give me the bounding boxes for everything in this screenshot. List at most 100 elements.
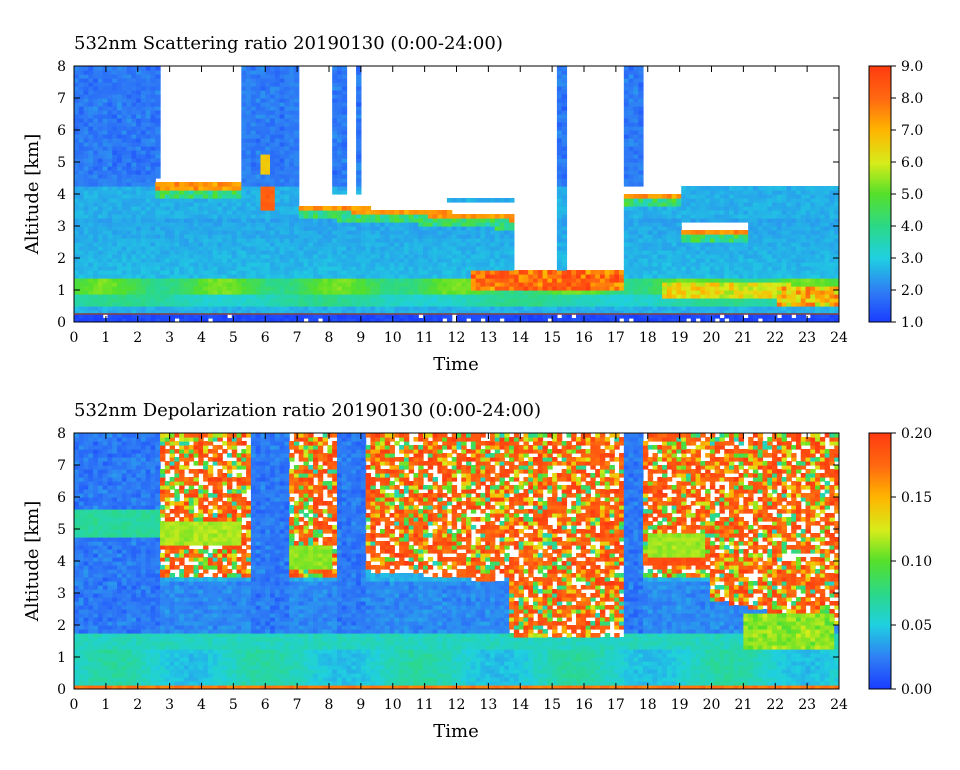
heatmap-cell	[571, 310, 577, 315]
heatmap-cell	[150, 166, 156, 171]
heatmap-cell	[140, 102, 147, 107]
heatmap-cell	[102, 106, 109, 111]
heatmap-cell	[681, 214, 687, 219]
heatmap-cell	[97, 134, 104, 139]
heatmap-cell	[164, 274, 171, 279]
heatmap-cell	[561, 166, 568, 171]
heatmap-cell	[494, 298, 501, 303]
heatmap-cell	[327, 254, 333, 259]
heatmap-cell	[140, 226, 147, 231]
heatmap-cell	[193, 270, 199, 275]
heatmap-cell	[217, 290, 223, 295]
heatmap-cell	[576, 290, 582, 295]
heatmap-cell	[686, 282, 692, 287]
heatmap-cell	[537, 274, 544, 279]
heatmap-cell	[250, 246, 257, 251]
heatmap-cell	[117, 262, 123, 267]
heatmap-cell	[336, 78, 343, 83]
heatmap-cell	[207, 186, 214, 191]
heatmap-cell	[561, 162, 568, 167]
heatmap-cell	[145, 298, 152, 303]
heatmap-cell	[117, 238, 123, 243]
heatmap-cell	[126, 194, 132, 199]
heatmap-cell	[74, 266, 80, 271]
heatmap-cell	[633, 106, 639, 111]
heatmap-cell	[126, 278, 132, 283]
heatmap-cell	[179, 314, 185, 319]
heatmap-cell	[140, 190, 147, 195]
heatmap-cell	[408, 298, 415, 303]
heatmap-cell	[652, 194, 658, 199]
heatmap-cell	[332, 162, 338, 167]
heatmap-cell	[145, 302, 152, 307]
heatmap-cell	[88, 90, 94, 95]
heatmap-cell	[188, 282, 195, 287]
heatmap-cell	[556, 178, 563, 183]
heatmap-cell	[217, 210, 223, 215]
heatmap-cell	[427, 286, 434, 291]
heatmap-cell	[341, 286, 348, 291]
heatmap-cell	[561, 262, 568, 267]
heatmap-cell	[231, 290, 238, 295]
heatmap-cell	[384, 218, 391, 223]
heatmap-cell	[274, 146, 281, 151]
heatmap-cell	[356, 70, 362, 75]
heatmap-cell	[284, 138, 290, 143]
heatmap-cell	[140, 70, 147, 75]
heatmap-cell	[313, 214, 319, 219]
heatmap-cell	[160, 214, 166, 219]
heatmap-cell	[313, 230, 319, 235]
heatmap-cell	[461, 234, 467, 239]
heatmap-cell	[623, 198, 630, 203]
heatmap-cell	[647, 290, 654, 295]
heatmap-cell	[246, 178, 252, 183]
heatmap-cell	[179, 190, 185, 195]
heatmap-cell	[418, 242, 424, 247]
heatmap-cell	[121, 210, 128, 215]
heatmap-cell	[160, 194, 166, 199]
heatmap-cell	[375, 310, 381, 315]
heatmap-cell	[504, 290, 510, 295]
heatmap-cell	[241, 170, 247, 175]
heatmap-cell	[126, 142, 132, 147]
heatmap-cell	[169, 230, 176, 235]
heatmap-cell	[236, 210, 242, 215]
heatmap-cell	[246, 314, 252, 319]
heatmap-cell	[427, 218, 434, 223]
heatmap-cell	[74, 102, 80, 107]
heatmap-cell	[619, 298, 625, 303]
heatmap-cell	[169, 250, 176, 255]
heatmap-cell	[671, 250, 678, 255]
heatmap-cell	[657, 302, 663, 307]
heatmap-cell	[131, 202, 137, 207]
heatmap-cell	[623, 282, 630, 287]
heatmap-cell	[203, 194, 209, 199]
heatmap-cell	[308, 302, 314, 307]
heatmap-cell	[279, 142, 285, 147]
heatmap-cell	[246, 122, 252, 127]
heatmap-cell	[437, 258, 443, 263]
heatmap-cell	[408, 250, 415, 255]
heatmap-cell	[456, 226, 462, 231]
heatmap-cell	[485, 214, 491, 219]
heatmap-cell	[93, 302, 99, 307]
heatmap-cell	[642, 230, 649, 235]
heatmap-cell	[475, 246, 482, 251]
heatmap-cell	[117, 222, 123, 227]
heatmap-cell	[78, 286, 85, 291]
heatmap-cell	[241, 258, 247, 263]
heatmap-cell	[394, 246, 400, 251]
heatmap-cell	[628, 294, 635, 299]
heatmap-cell	[461, 226, 467, 231]
heatmap-cell	[126, 170, 132, 175]
heatmap-cell	[666, 210, 673, 215]
heatmap-cell	[556, 222, 563, 227]
heatmap-cell	[279, 90, 285, 95]
heatmap-cell	[198, 258, 204, 263]
heatmap-cell	[78, 214, 85, 219]
heatmap-cell	[179, 270, 185, 275]
heatmap-cell	[628, 266, 635, 271]
heatmap-cell	[623, 266, 630, 271]
heatmap-cell	[446, 262, 453, 267]
heatmap-cell	[351, 258, 357, 263]
